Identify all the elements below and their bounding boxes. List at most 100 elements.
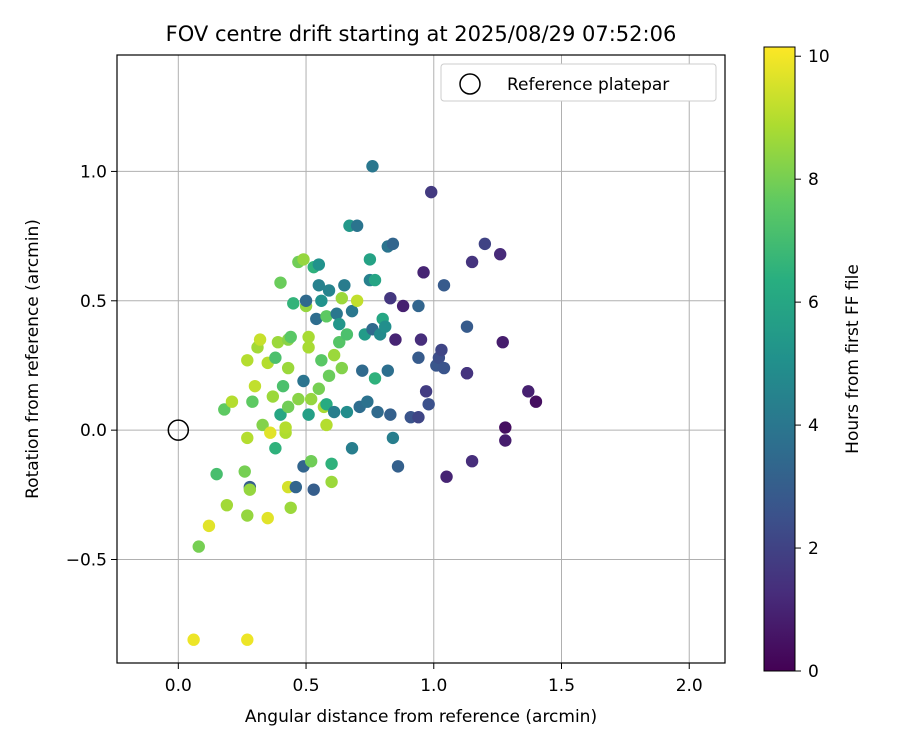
data-point	[396, 299, 410, 313]
data-point	[460, 320, 474, 333]
data-point	[310, 312, 323, 326]
data-point	[437, 279, 451, 292]
data-point	[312, 258, 326, 271]
data-point	[384, 292, 397, 305]
data-point	[417, 266, 430, 279]
plot-frame	[116, 54, 726, 664]
data-point	[266, 390, 280, 403]
data-point	[320, 310, 333, 323]
data-point	[210, 467, 223, 481]
legend-marker	[459, 73, 481, 95]
x-axis-label: Angular distance from reference (arcmin)	[245, 707, 597, 727]
data-point	[327, 348, 341, 362]
data-point	[333, 335, 346, 349]
data-point	[320, 398, 333, 411]
data-point	[335, 292, 349, 305]
data-point	[522, 385, 535, 398]
data-point	[279, 421, 292, 434]
data-point	[460, 367, 474, 380]
data-point	[412, 299, 425, 313]
data-point	[379, 320, 392, 333]
data-point	[248, 379, 262, 393]
data-point	[261, 511, 274, 525]
data-point	[276, 379, 290, 393]
data-point	[322, 284, 336, 297]
reference-marker-group	[167, 419, 190, 441]
data-point	[292, 392, 305, 406]
data-point	[368, 273, 382, 287]
data-point	[499, 434, 512, 447]
colorbar-tick-label: 2	[808, 539, 819, 559]
data-point	[368, 372, 382, 385]
x-tick-label: 1.0	[420, 676, 447, 696]
data-point	[284, 501, 297, 514]
x-tick-label: 2.0	[676, 676, 703, 696]
colorbar-tick-label: 8	[808, 170, 819, 190]
x-tick-label: 1.5	[548, 676, 575, 696]
data-point	[304, 392, 318, 406]
data-point	[246, 395, 259, 408]
data-point	[325, 475, 338, 489]
data-point	[422, 398, 435, 411]
y-tick-label: 0.5	[80, 292, 107, 312]
legend-box	[440, 63, 717, 102]
reference-marker	[167, 419, 190, 441]
data-point	[297, 253, 310, 266]
data-point	[269, 442, 282, 455]
data-point	[371, 405, 384, 419]
data-point	[412, 411, 425, 424]
legend-label: Reference platepar	[507, 75, 669, 95]
x-axis-ticks: 0.0 0.5 1.0 1.5 2.0	[165, 663, 703, 696]
data-point	[192, 540, 205, 553]
data-point	[241, 509, 254, 522]
data-point	[350, 219, 364, 232]
colorbar-tick-label: 4	[808, 416, 819, 436]
data-point	[499, 421, 512, 434]
data-point	[440, 470, 453, 483]
data-point	[297, 374, 310, 388]
data-point	[391, 460, 405, 473]
data-point	[241, 431, 254, 445]
y-tick-label: 0.0	[80, 421, 107, 441]
colorbar-ticks: 0 2 4 6 8 10	[795, 47, 830, 682]
data-point	[386, 237, 400, 251]
legend: Reference platepar	[440, 63, 717, 102]
data-point	[264, 426, 277, 439]
data-point	[187, 633, 200, 646]
data-point	[330, 307, 343, 320]
data-point	[366, 160, 379, 173]
data-point	[241, 354, 254, 367]
colorbar-tick-label: 6	[808, 293, 819, 313]
data-point	[437, 361, 451, 375]
y-axis-ticks: −0.5 0.0 0.5 1.0	[66, 162, 117, 571]
data-point	[496, 335, 509, 349]
data-point	[340, 405, 354, 419]
data-point	[202, 519, 216, 533]
data-point	[302, 330, 315, 344]
data-point	[289, 480, 303, 494]
data-point	[315, 354, 328, 367]
data-point	[281, 361, 295, 375]
data-point	[302, 341, 315, 354]
data-point	[414, 333, 428, 346]
data-point	[312, 382, 326, 395]
data-point	[281, 400, 295, 414]
data-point	[271, 335, 285, 349]
data-point	[284, 330, 297, 344]
data-point	[327, 405, 341, 419]
data-point	[315, 294, 328, 307]
data-point	[274, 408, 287, 421]
x-tick-label: 0.5	[293, 676, 320, 696]
data-point	[312, 279, 326, 292]
colorbar	[763, 46, 796, 672]
data-point	[253, 333, 267, 346]
data-point	[220, 498, 234, 512]
data-point	[478, 237, 492, 251]
data-point	[361, 395, 374, 408]
data-point	[338, 279, 351, 292]
data-point	[345, 442, 359, 455]
data-point	[302, 408, 315, 421]
data-point	[307, 483, 320, 496]
data-point	[356, 364, 369, 377]
data-point	[322, 369, 336, 383]
